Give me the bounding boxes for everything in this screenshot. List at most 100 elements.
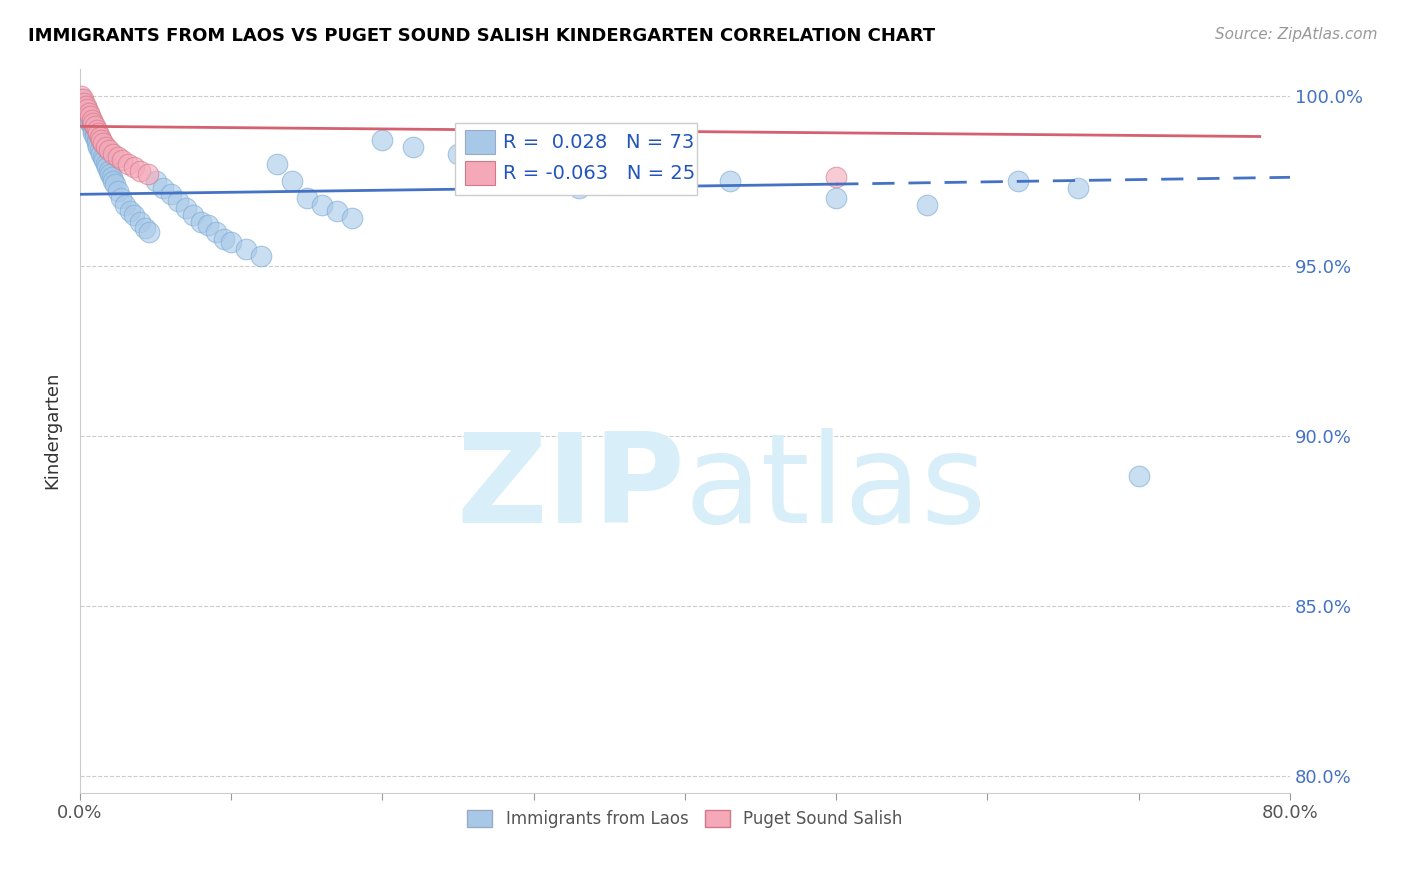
Point [124, 160, 146, 174]
Point [94, 157, 117, 171]
Point [644, 157, 666, 171]
Point [129, 163, 152, 178]
Point [280, 174, 302, 188]
Point [80, 116, 103, 130]
Point [915, 197, 938, 211]
Point [86, 133, 108, 147]
Point [77, 109, 100, 123]
Point [89, 143, 111, 157]
Point [825, 191, 848, 205]
Point [447, 146, 470, 161]
Point [134, 221, 156, 235]
Point [111, 153, 134, 168]
Point [96, 160, 118, 174]
Point [167, 194, 190, 208]
Point [75, 99, 97, 113]
Y-axis label: Kindergarten: Kindergarten [44, 372, 60, 490]
Point [84, 120, 107, 134]
Point [90, 133, 112, 147]
Point [72, 92, 94, 106]
Text: R = -0.063   N = 25: R = -0.063 N = 25 [503, 164, 696, 183]
Point [76, 109, 98, 123]
Point [523, 174, 546, 188]
Point [311, 197, 333, 211]
Point [1128, 469, 1150, 483]
Point [73, 99, 96, 113]
Point [77, 105, 100, 120]
Point [138, 225, 160, 239]
Legend: Immigrants from Laos, Puget Sound Salish: Immigrants from Laos, Puget Sound Salish [461, 804, 910, 835]
Point [84, 129, 107, 144]
Point [205, 225, 228, 239]
Text: atlas: atlas [685, 428, 987, 549]
Point [76, 105, 98, 120]
Text: R =  0.028   N = 73: R = 0.028 N = 73 [503, 133, 695, 152]
Point [90, 146, 112, 161]
Text: Source: ZipAtlas.com: Source: ZipAtlas.com [1215, 27, 1378, 42]
Point [107, 184, 129, 198]
Point [129, 214, 152, 228]
Point [174, 201, 197, 215]
Point [1067, 180, 1090, 194]
Point [72, 95, 94, 110]
Point [87, 126, 110, 140]
Point [86, 122, 108, 136]
Point [70, 92, 93, 106]
Point [94, 139, 117, 153]
Point [568, 180, 591, 194]
Point [197, 218, 219, 232]
Point [118, 204, 141, 219]
Point [86, 136, 108, 151]
Point [101, 146, 124, 161]
Text: ZIP: ZIP [456, 428, 685, 549]
Point [136, 167, 159, 181]
Point [84, 126, 107, 140]
Point [93, 153, 115, 168]
Point [75, 105, 97, 120]
Point [70, 88, 93, 103]
Point [89, 129, 111, 144]
FancyBboxPatch shape [465, 161, 495, 186]
Text: IMMIGRANTS FROM LAOS VS PUGET SOUND SALISH KINDERGARTEN CORRELATION CHART: IMMIGRANTS FROM LAOS VS PUGET SOUND SALI… [28, 27, 935, 45]
Point [91, 136, 114, 151]
FancyBboxPatch shape [465, 130, 495, 154]
Point [104, 177, 127, 191]
Point [101, 174, 124, 188]
Point [1007, 174, 1029, 188]
Point [159, 187, 181, 202]
Point [145, 174, 167, 188]
Point [107, 150, 129, 164]
Point [110, 191, 132, 205]
Point [82, 122, 104, 136]
Point [75, 103, 97, 117]
Point [190, 214, 212, 228]
Point [401, 139, 423, 153]
Point [73, 103, 96, 117]
Point [152, 180, 174, 194]
Point [77, 112, 100, 127]
Point [718, 174, 741, 188]
Point [114, 197, 136, 211]
FancyBboxPatch shape [456, 123, 697, 195]
Point [82, 126, 104, 140]
Point [295, 191, 318, 205]
Point [79, 116, 101, 130]
Point [117, 157, 139, 171]
Point [72, 99, 94, 113]
Point [212, 231, 235, 245]
Point [124, 208, 146, 222]
Point [91, 150, 114, 164]
Point [326, 204, 349, 219]
Point [97, 143, 120, 157]
Point [73, 95, 96, 110]
Point [79, 109, 101, 123]
Point [79, 112, 101, 127]
Point [87, 139, 110, 153]
Point [80, 112, 103, 127]
Point [100, 170, 122, 185]
Point [219, 235, 242, 249]
Point [80, 120, 103, 134]
Point [371, 133, 394, 147]
Point [97, 163, 120, 178]
Point [477, 150, 499, 164]
